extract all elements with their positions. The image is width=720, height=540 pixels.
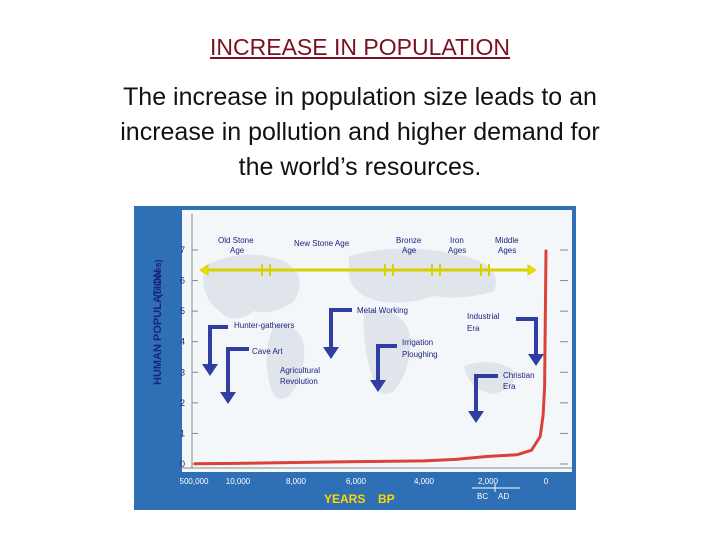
y-tick-label: 5 — [180, 306, 185, 316]
slide-body-line-2: increase in pollution and higher demand … — [120, 118, 600, 146]
population-point — [543, 386, 546, 389]
ages-labels: Old Stone Age New Stone Age Bronze Age Iro… — [218, 236, 519, 255]
age-label-iron: Iron Ages — [448, 236, 466, 255]
slide-title: INCREASE IN POPULATION — [210, 34, 510, 60]
age-label-middle: Middle Ages — [495, 236, 519, 255]
population-point — [545, 249, 547, 251]
x-tick-label: 8,000 — [286, 477, 307, 486]
y-tick-label: 7 — [180, 245, 185, 255]
population-point — [530, 449, 533, 452]
x-tick-label: 2,000 — [478, 477, 499, 486]
annotation-industrial-era: Industrial Era — [467, 312, 500, 333]
population-point — [237, 462, 239, 465]
annotation-agricultural-revolution: Agricultural Revolution — [280, 366, 320, 386]
population-point — [295, 461, 297, 464]
age-label-bronze: Bronze Age — [396, 236, 422, 255]
slide-body-line-3: the world’s resources. — [238, 153, 482, 181]
annotation-christian-era: Christian Era — [503, 371, 535, 391]
population-point — [516, 454, 518, 456]
population-point — [423, 460, 425, 462]
population-point — [193, 462, 195, 465]
x-tick-label: 0 — [544, 477, 549, 486]
population-series — [193, 249, 548, 466]
y-axis-ticks: 0 1 2 3 4 5 6 7 — [180, 245, 568, 469]
y-axis-unit: (billions) — [153, 260, 163, 298]
x-tick-label: 10,000 — [226, 477, 251, 486]
population-point — [487, 455, 489, 458]
annotation-cave-art: Cave Art — [252, 347, 283, 356]
population-chart-svg: 0 1 2 3 4 5 6 7 500,000 10,000 8,000 6,000 4,000 2,0… — [152, 210, 572, 506]
y-tick-label: 0 — [180, 459, 185, 469]
x-tick-label: 6,000 — [346, 477, 367, 486]
x-tick-label: 500,000 — [180, 477, 209, 486]
population-point — [455, 458, 457, 461]
annotation-hunter-gatherers: Hunter-gatherers — [234, 321, 294, 330]
annotation-arrows — [202, 308, 544, 423]
x-axis-label-suffix: BP — [378, 492, 395, 506]
y-axis-label: HUMAN POPULATION — [152, 270, 164, 385]
population-point — [355, 460, 357, 463]
y-tick-label: 1 — [180, 428, 185, 438]
slide-body-line-1: The increase in population size leads to… — [123, 83, 597, 111]
population-point — [542, 414, 544, 416]
ad-label: AD — [498, 492, 509, 501]
population-chart: 0 1 2 3 4 5 6 7 500,000 10,000 8,000 6,000 4,000 2,0… — [134, 206, 576, 510]
x-axis-ticks: 500,000 10,000 8,000 6,000 4,000 2,000 0 — [180, 477, 549, 486]
y-tick-label: 2 — [180, 398, 185, 408]
age-label-old-stone: Old Stone Age — [218, 236, 254, 255]
population-point — [539, 435, 541, 438]
annotation-metal-working: Metal Working — [357, 306, 408, 315]
ages-timeline-bar — [199, 264, 537, 276]
annotation-irrigation-ploughing: Irrigation Ploughing — [402, 338, 438, 359]
x-tick-label: 4,000 — [414, 477, 435, 486]
x-axis-label: YEARS — [324, 492, 365, 506]
y-tick-label: 4 — [180, 337, 185, 347]
slide-body-text: The increase in population size leads to… — [60, 80, 660, 185]
annotation-labels: Hunter-gatherers Cave Art Agricultural Re… — [234, 306, 535, 391]
y-tick-label: 3 — [180, 367, 185, 377]
age-label-new-stone: New Stone Age — [294, 239, 350, 248]
bc-label: BC — [477, 492, 488, 501]
y-tick-label: 6 — [180, 276, 185, 286]
world-map-background — [203, 248, 515, 399]
